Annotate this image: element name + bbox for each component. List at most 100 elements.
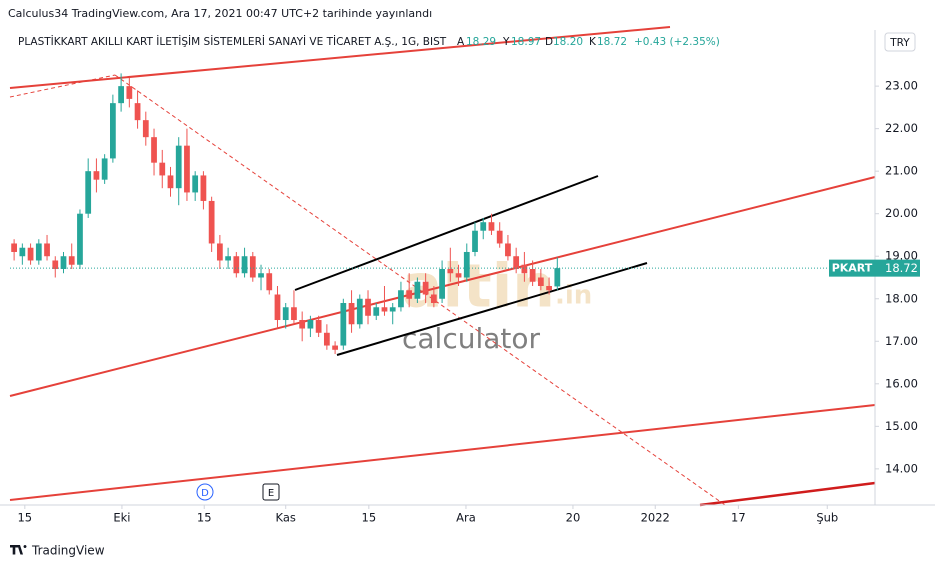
candle-body [307,320,314,329]
publisher: Calculus34 TradingView.com, Ara 17, 2021… [8,7,432,20]
candle-body [93,171,100,180]
candle-body [266,273,273,291]
trend-line [9,26,671,89]
footer-text: TradingView [31,544,105,558]
symbol: PLASTİKKART AKILLI KART İLETİŞİM SİSTEML… [18,35,447,48]
footer-logo[interactable]: TradingView [10,544,105,558]
candle-body [19,247,26,257]
y-tick-label: 18.00 [885,291,918,305]
candle-body [430,294,437,304]
candle-body [142,120,149,138]
candle-body [505,243,511,257]
candle-body [52,260,59,269]
symbol-tag [829,259,875,277]
candle-body [192,175,199,193]
trend-line [9,404,876,501]
trend-line [699,481,876,507]
plot-area [10,73,875,355]
candle-body [249,256,256,278]
y-tick-label: 23.00 [885,79,918,93]
last-price-label: 18.72 [885,261,918,275]
candle-body [389,307,396,312]
x-tick-label: 2022 [641,511,670,525]
symbol-header: PLASTİKKART AKILLI KART İLETİŞİM SİSTEML… [18,35,720,48]
candle-body [546,285,552,291]
candle-body [381,307,388,312]
candle-body [447,268,454,274]
candle-body [299,320,306,329]
close-value: 18.72 [597,36,627,48]
candle-body [291,307,297,321]
candle-body [439,268,445,299]
candle-body [463,251,470,278]
x-tick-label: Kas [276,511,296,525]
candle-body [414,281,421,299]
candle-body [529,268,536,282]
candle-body [315,320,322,333]
candle-body [282,307,289,321]
x-tick-label: 20 [566,511,581,525]
x-tick-label: 17 [731,511,746,525]
candle-body [488,222,495,231]
candle-body [513,256,520,269]
event-earnings-label[interactable]: E [268,488,274,499]
y-tick-label: 21.00 [885,164,918,178]
x-tick-label: Ara [456,511,476,525]
candle-body [11,243,17,252]
open-label: A [457,36,465,48]
candle-body [365,298,371,316]
x-tick-label: 15 [197,511,212,525]
candle-body [35,243,42,261]
symbol-tag-label: PKART [832,262,873,275]
candle-body [44,243,50,257]
candle-body [554,268,561,287]
x-tick-label: Şub [816,511,838,525]
candle-body [77,213,83,265]
last-price-tag [875,259,920,277]
candle-body [258,273,264,278]
candle-body [126,86,133,99]
candle-body [68,256,75,265]
candle-body [332,345,338,350]
candle-body [480,222,487,231]
channel-line [336,262,648,356]
candle-body [521,264,528,274]
candle-body [109,103,116,159]
candle-body [151,137,157,163]
candle-body [398,290,404,308]
event-earnings[interactable] [262,483,280,501]
candle-body [175,145,182,189]
y-tick-label: 22.00 [885,121,918,135]
event-dividend-label[interactable]: D [201,488,209,499]
x-tick-label: 15 [17,511,32,525]
candle-body [134,103,141,121]
candle-body [537,277,544,286]
watermark: altin .in calculator [402,252,592,355]
y-tick-label: 20.00 [885,206,918,220]
candle-body [167,175,174,189]
event-dividend[interactable] [196,483,214,501]
candle-body [323,332,330,346]
candle-body [208,200,215,244]
candle-body [455,273,462,278]
change: +0.43 (+2.35%) [634,36,720,48]
candle-body [373,307,380,316]
y-tick-label: 17.00 [885,334,918,348]
candle-body [233,256,240,274]
y-tick-label: 14.00 [885,461,918,475]
high-value: 18.97 [511,36,541,48]
candle-body [200,175,207,201]
open-value: 18.29 [466,36,496,48]
candle-body [85,171,92,214]
candle-body [225,256,231,261]
candle-body [241,256,248,274]
currency[interactable]: TRY [889,37,910,49]
candle-body [496,230,503,244]
candle-body [422,281,429,295]
watermark-tagline: calculator [402,322,541,355]
high-label: Y [502,36,510,48]
candle-body [118,86,124,104]
currency-box[interactable] [884,32,916,52]
